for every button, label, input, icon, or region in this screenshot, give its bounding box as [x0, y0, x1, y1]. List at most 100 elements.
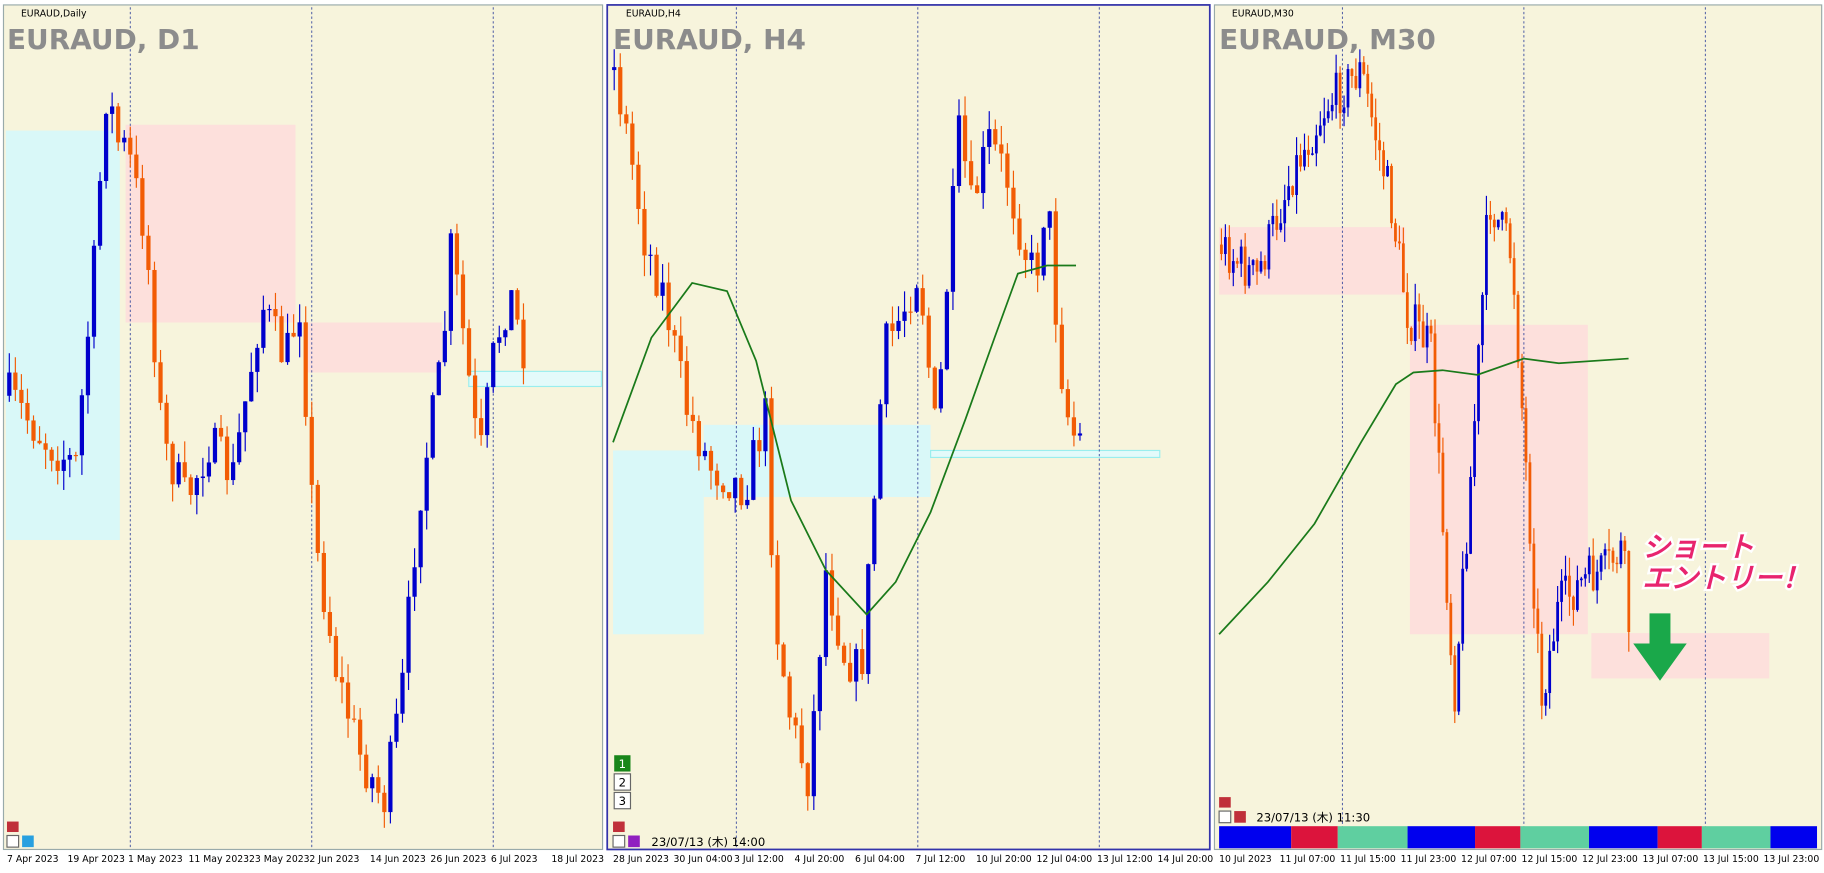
candle-body [97, 180, 103, 246]
candle-body [1247, 265, 1251, 286]
candle-body [666, 282, 671, 331]
candle-body [31, 420, 36, 441]
candle-body [993, 129, 998, 145]
close-button[interactable] [1218, 810, 1232, 824]
candle-body [255, 347, 260, 372]
candle-body [1398, 241, 1401, 244]
candle-body [902, 311, 907, 321]
candle-body [642, 208, 647, 256]
candle-body [485, 387, 490, 436]
candle-body [1496, 219, 1500, 228]
candle-body [630, 123, 635, 165]
candle-body [206, 462, 212, 477]
candle-body [1528, 462, 1532, 544]
candle-body [303, 322, 308, 417]
x-tick-label: 2 Jun 2023 [309, 854, 359, 865]
candle-body [1283, 200, 1287, 224]
candle-body [1473, 421, 1476, 477]
x-tick-label: 13 Jul 12:00 [1097, 854, 1153, 865]
button-label: 3 [619, 794, 626, 808]
candle-body [757, 440, 762, 452]
x-tick-label: 10 Jul 2023 [1219, 854, 1272, 865]
candle-body [388, 741, 393, 813]
candle-body [1346, 69, 1350, 108]
zone [5, 130, 120, 541]
x-tick-label: 13 Jul 07:00 [1643, 854, 1699, 865]
candle-body [140, 178, 145, 236]
candle-body [194, 478, 199, 496]
candle-body [648, 254, 653, 256]
close-button[interactable] [612, 834, 626, 848]
x-tick-label: 11 Jul 23:00 [1401, 854, 1457, 865]
minimize-button[interactable] [6, 821, 19, 833]
candle-body [134, 154, 139, 179]
candle-body [636, 164, 641, 209]
candle-body [261, 309, 266, 348]
candle-body [1603, 549, 1607, 556]
candle-body [775, 555, 780, 645]
candle-body [799, 725, 804, 764]
candle-body [279, 316, 284, 363]
candle-body [358, 719, 363, 755]
button[interactable] [613, 773, 632, 791]
candle-body [823, 570, 829, 658]
candle-body [829, 570, 835, 616]
candle-body [811, 711, 816, 797]
candle-body [1223, 237, 1227, 255]
candle-body [1220, 244, 1223, 255]
candle-body [73, 454, 78, 457]
annotation: ショート [1643, 530, 1755, 563]
indicator-button[interactable] [1234, 811, 1246, 823]
candle-body [872, 498, 877, 565]
candle-body [1607, 549, 1611, 551]
candle-body [521, 319, 526, 369]
candle-body [430, 395, 435, 458]
minimize-button[interactable] [1219, 797, 1231, 808]
candle-body [1029, 252, 1034, 261]
candle-body [1465, 553, 1469, 569]
candle-body [1041, 227, 1046, 276]
candle-body [1579, 578, 1583, 581]
candle-body [1338, 72, 1342, 114]
candle-body [448, 233, 453, 331]
candle-body [1011, 187, 1016, 219]
candle-body [1251, 260, 1255, 266]
indicator-button[interactable] [628, 835, 640, 848]
candle-body [1469, 476, 1472, 554]
x-axis: 7 Apr 2023 19 Apr 2023 1 May 2023 11 May 20… [7, 854, 1819, 865]
candle-body [1488, 214, 1492, 220]
candle-body [1520, 362, 1524, 409]
candle-body [908, 311, 913, 313]
candle-body [1005, 153, 1010, 188]
candle-body [1508, 223, 1512, 259]
candle-body [938, 369, 943, 409]
x-tick-label: 30 Jun 04:00 [674, 854, 733, 865]
candle-body [1231, 261, 1235, 273]
close-button[interactable] [6, 834, 20, 848]
candle-body [1243, 246, 1247, 286]
minimize-button[interactable] [613, 821, 625, 833]
candle-body [702, 450, 708, 457]
candle-body [291, 332, 296, 337]
candle-body [43, 443, 48, 450]
candle-body [1401, 243, 1405, 293]
candle-body [805, 763, 810, 797]
candle-body [212, 427, 218, 463]
candle-body [733, 477, 738, 499]
timestamp: 23/07/13 (木) 11:30 [1256, 811, 1370, 825]
down-arrow [1633, 613, 1687, 681]
session [1219, 826, 1292, 849]
candle-body [1053, 211, 1058, 325]
chart-title: EURAUD, H4 [613, 23, 806, 56]
candle-body [1035, 252, 1040, 276]
candle-body [436, 362, 441, 396]
chart-title: EURAUD, M30 [1219, 23, 1436, 56]
button[interactable] [613, 791, 632, 810]
candle-body [418, 510, 423, 568]
button[interactable] [614, 755, 631, 772]
indicator-button[interactable] [22, 835, 34, 848]
candle-body [914, 288, 919, 312]
candle-body [1374, 117, 1378, 141]
candle-body [835, 615, 841, 646]
candle-body [1445, 532, 1449, 603]
